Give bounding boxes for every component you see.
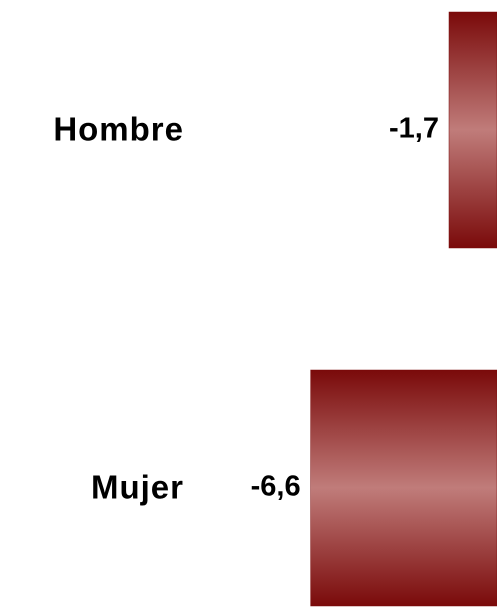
data-label: -1,7 (389, 113, 439, 145)
bar (310, 369, 497, 607)
bar (448, 11, 497, 249)
category-label: Hombre (53, 111, 184, 148)
data-label: -6,6 (251, 471, 301, 503)
category-label: Mujer (91, 469, 184, 506)
